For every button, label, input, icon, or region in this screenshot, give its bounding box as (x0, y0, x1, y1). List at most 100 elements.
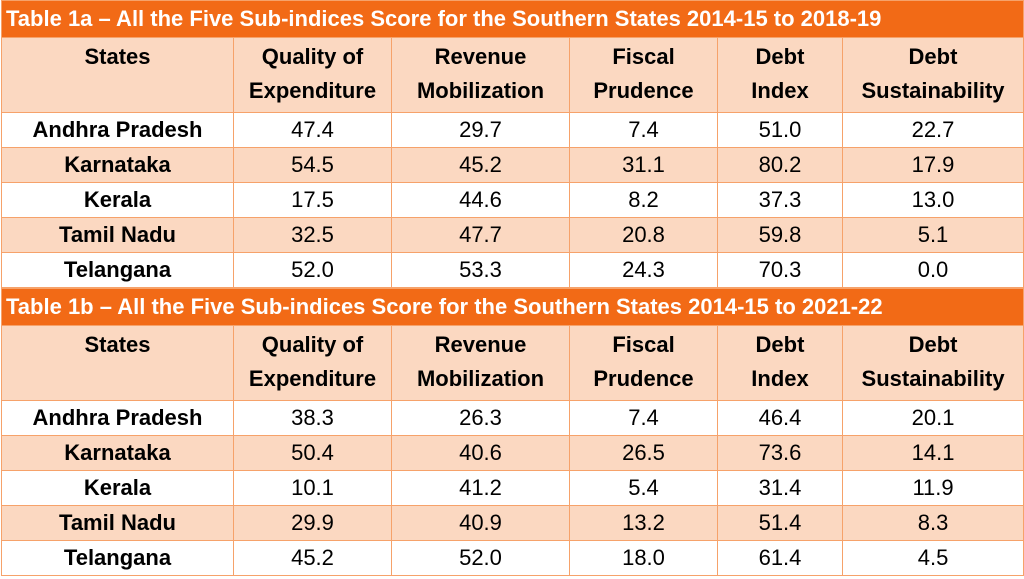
state-name-cell: Telangana (1, 252, 234, 288)
header-text-line: Expenditure (248, 78, 377, 103)
score-cell-debt-index: 61.4 (717, 540, 843, 576)
state-name-cell: Karnataka (1, 147, 234, 183)
header-text-line: Sustainability (861, 78, 1005, 103)
header-text-line: Sustainability (861, 366, 1005, 391)
column-header-quality-of-expenditure: Quality of Expenditure (233, 37, 392, 113)
table-row: Kerala 17.5 44.6 8.2 37.3 13.0 (1, 182, 1024, 218)
score-cell-revenue-mobilization: 47.7 (391, 217, 570, 253)
score-cell-revenue-mobilization: 40.9 (391, 505, 570, 541)
header-text-line: Quality of (261, 44, 364, 69)
score-cell-debt-index: 59.8 (717, 217, 843, 253)
header-text-line: Debt (755, 332, 805, 357)
header-text-line: Quality of (261, 332, 364, 357)
score-cell-fiscal-prudence: 13.2 (569, 505, 718, 541)
state-name-cell: Andhra Pradesh (1, 112, 234, 148)
score-cell-revenue-mobilization: 53.3 (391, 252, 570, 288)
column-header-debt-index: Debt Index (717, 325, 843, 401)
table-row: Tamil Nadu 32.5 47.7 20.8 59.8 5.1 (1, 217, 1024, 253)
score-cell-quality-of-expenditure: 50.4 (233, 435, 392, 471)
column-header-states: States (1, 37, 234, 113)
column-header-fiscal-prudence: Fiscal Prudence (569, 37, 718, 113)
score-cell-revenue-mobilization: 40.6 (391, 435, 570, 471)
score-cell-quality-of-expenditure: 47.4 (233, 112, 392, 148)
table-row: Andhra Pradesh 47.4 29.7 7.4 51.0 22.7 (1, 112, 1024, 148)
column-header-debt-index: Debt Index (717, 37, 843, 113)
table-row: Karnataka 54.5 45.2 31.1 80.2 17.9 (1, 147, 1024, 183)
table-title: Table 1a – All the Five Sub-indices Scor… (1, 0, 1024, 38)
header-text-line: Revenue (434, 332, 527, 357)
score-cell-quality-of-expenditure: 38.3 (233, 400, 392, 436)
header-row: States Quality of Expenditure Revenue Mobili… (1, 325, 1024, 401)
table-row: Telangana 52.0 53.3 24.3 70.3 0.0 (1, 252, 1024, 288)
score-cell-revenue-mobilization: 44.6 (391, 182, 570, 218)
score-cell-debt-sustainability: 8.3 (841, 505, 1024, 541)
column-header-fiscal-prudence: Fiscal Prudence (569, 325, 718, 401)
state-name-cell: Tamil Nadu (1, 505, 234, 541)
header-text-line: Index (751, 366, 809, 391)
header-text-line: Expenditure (248, 366, 377, 391)
score-cell-fiscal-prudence: 20.8 (569, 217, 718, 253)
score-cell-debt-index: 80.2 (717, 147, 843, 183)
header-text-line: Debt (908, 332, 958, 357)
header-text-line: States (84, 44, 151, 69)
score-cell-fiscal-prudence: 26.5 (569, 435, 718, 471)
header-row: States Quality of Expenditure Revenue Mobili… (1, 37, 1024, 113)
table-title: Table 1b – All the Five Sub-indices Scor… (0, 288, 1024, 326)
score-cell-fiscal-prudence: 24.3 (569, 252, 718, 288)
score-cell-debt-index: 37.3 (717, 182, 843, 218)
score-table-1a: Table 1a – All the Five Sub-indices Scor… (1, 0, 1024, 288)
header-text-line: Debt (755, 44, 805, 69)
score-cell-revenue-mobilization: 26.3 (391, 400, 570, 436)
score-cell-debt-sustainability: 0.0 (842, 252, 1024, 288)
score-cell-debt-index: 73.6 (717, 435, 843, 471)
state-name-cell: Andhra Pradesh (1, 400, 234, 436)
state-name-cell: Kerala (1, 182, 234, 218)
score-cell-debt-sustainability: 5.1 (842, 217, 1024, 253)
score-cell-quality-of-expenditure: 54.5 (233, 147, 392, 183)
column-header-debt-sustainability: Debt Sustainability (842, 37, 1024, 113)
score-cell-debt-index: 70.3 (717, 252, 843, 288)
score-cell-debt-sustainability: 22.7 (842, 112, 1024, 148)
column-header-quality-of-expenditure: Quality of Expenditure (233, 325, 392, 401)
score-table-1b: Table 1b – All the Five Sub-indices Scor… (0, 288, 1024, 576)
score-cell-debt-sustainability: 20.1 (841, 400, 1024, 436)
table-row: Kerala 10.1 41.2 5.4 31.4 11.9 (1, 470, 1024, 506)
score-cell-fiscal-prudence: 18.0 (569, 540, 718, 576)
table-row: Tamil Nadu 29.9 40.9 13.2 51.4 8.3 (1, 505, 1024, 541)
score-cell-debt-index: 31.4 (717, 470, 843, 506)
score-cell-quality-of-expenditure: 17.5 (233, 182, 392, 218)
score-cell-fiscal-prudence: 31.1 (569, 147, 718, 183)
score-cell-fiscal-prudence: 8.2 (569, 182, 718, 218)
column-header-debt-sustainability: Debt Sustainability (841, 325, 1024, 401)
score-cell-revenue-mobilization: 29.7 (391, 112, 570, 148)
score-cell-quality-of-expenditure: 10.1 (233, 470, 392, 506)
score-cell-debt-sustainability: 14.1 (841, 435, 1024, 471)
column-header-revenue-mobilization: Revenue Mobilization (391, 325, 570, 401)
state-name-cell: Kerala (1, 470, 234, 506)
score-cell-debt-index: 46.4 (717, 400, 843, 436)
score-cell-revenue-mobilization: 41.2 (391, 470, 570, 506)
table-row: Andhra Pradesh 38.3 26.3 7.4 46.4 20.1 (1, 400, 1024, 436)
score-cell-quality-of-expenditure: 45.2 (233, 540, 392, 576)
header-text-line: Debt (908, 44, 958, 69)
column-header-revenue-mobilization: Revenue Mobilization (391, 37, 570, 113)
table-row: Telangana 45.2 52.0 18.0 61.4 4.5 (1, 540, 1024, 576)
score-cell-revenue-mobilization: 52.0 (391, 540, 570, 576)
score-cell-revenue-mobilization: 45.2 (391, 147, 570, 183)
score-cell-quality-of-expenditure: 32.5 (233, 217, 392, 253)
header-text-line: States (84, 332, 151, 357)
score-cell-debt-index: 51.0 (717, 112, 843, 148)
header-text-line: Fiscal (612, 44, 675, 69)
score-cell-fiscal-prudence: 7.4 (569, 112, 718, 148)
score-cell-debt-sustainability: 11.9 (841, 470, 1024, 506)
header-text-line: Revenue (434, 44, 527, 69)
header-text-line: Mobilization (416, 366, 545, 391)
score-cell-debt-index: 51.4 (717, 505, 843, 541)
state-name-cell: Karnataka (1, 435, 234, 471)
score-cell-fiscal-prudence: 5.4 (569, 470, 718, 506)
score-cell-debt-sustainability: 13.0 (842, 182, 1024, 218)
score-cell-fiscal-prudence: 7.4 (569, 400, 718, 436)
state-name-cell: Telangana (1, 540, 234, 576)
header-text-line: Index (751, 78, 809, 103)
